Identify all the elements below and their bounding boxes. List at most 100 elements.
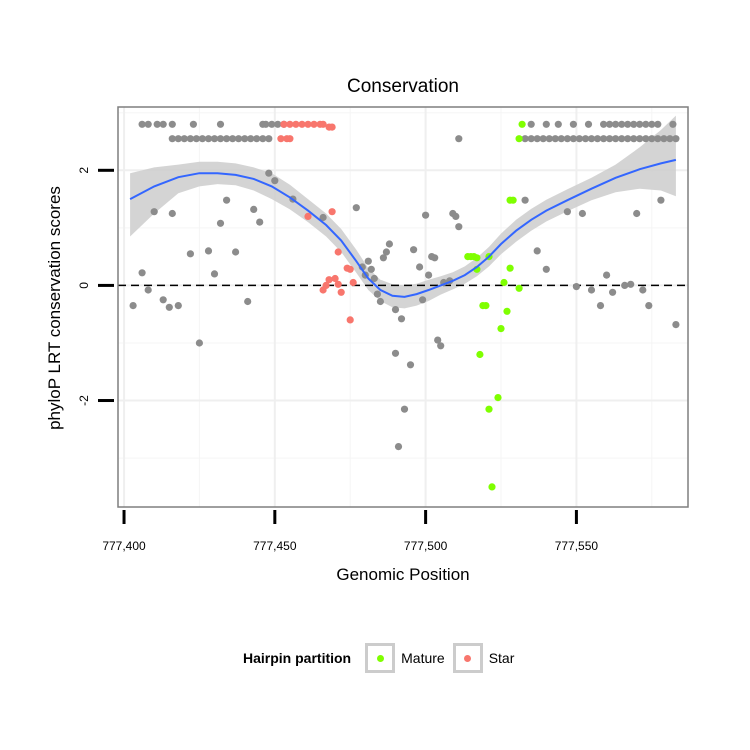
point-other (425, 271, 433, 279)
point-other (397, 315, 406, 323)
y-tick-label: -2 (77, 395, 91, 406)
point-other (648, 120, 656, 128)
x-tick-label: 777,400 (102, 539, 146, 553)
point-star (331, 274, 339, 283)
point-other (545, 135, 553, 143)
point-other (382, 248, 390, 256)
point-other (669, 120, 677, 128)
point-other (557, 135, 565, 143)
point-other (639, 286, 647, 294)
point-other (584, 120, 593, 128)
point-mature (482, 302, 490, 310)
point-other (262, 120, 270, 128)
point-other (645, 302, 653, 310)
point-other (521, 196, 529, 204)
point-other (204, 135, 213, 143)
point-other (648, 135, 656, 143)
point-other (422, 211, 430, 219)
point-other (527, 135, 535, 143)
point-other (569, 135, 578, 143)
point-mature (506, 264, 514, 272)
point-other (189, 120, 197, 128)
point-other (319, 213, 327, 222)
point-star (334, 280, 342, 288)
point-other (247, 135, 255, 143)
point-other (633, 209, 641, 218)
point-other (455, 223, 463, 231)
point-other (129, 302, 137, 310)
point-other (376, 297, 384, 306)
point-other (587, 286, 596, 294)
point-star (325, 276, 333, 284)
y-tick-label: 0 (77, 282, 91, 289)
point-other (165, 303, 173, 311)
point-other (268, 120, 276, 128)
point-other (232, 248, 240, 256)
point-other (563, 208, 572, 216)
point-other (606, 120, 614, 128)
point-other (563, 135, 572, 143)
point-star (328, 123, 336, 131)
point-other (660, 135, 668, 143)
point-other (600, 120, 608, 128)
point-other (569, 120, 578, 128)
point-other (657, 196, 665, 204)
point-other (618, 135, 626, 143)
point-other (618, 120, 626, 128)
point-other (672, 135, 680, 143)
x-tick-label: 777,500 (404, 539, 448, 553)
point-other (624, 120, 632, 128)
x-tick-label: 777,450 (253, 539, 297, 553)
point-star (286, 120, 294, 128)
point-other (370, 274, 378, 283)
point-other (271, 177, 279, 185)
point-other (265, 135, 273, 143)
point-other (159, 296, 167, 304)
point-other (572, 283, 581, 291)
point-other (533, 135, 541, 143)
point-star (349, 278, 357, 287)
point-other (642, 135, 650, 143)
point-other (575, 135, 584, 143)
point-other (416, 263, 424, 271)
point-other (274, 120, 282, 128)
point-other (419, 296, 427, 304)
smooth-line (129, 158, 677, 298)
point-other (612, 135, 620, 143)
point-other (391, 349, 400, 357)
point-other (259, 135, 267, 143)
point-other (521, 135, 529, 143)
point-star (346, 265, 354, 273)
point-other (265, 169, 273, 177)
point-mature (515, 135, 523, 143)
point-other (223, 196, 231, 204)
point-star (310, 120, 318, 128)
point-other (250, 205, 258, 213)
point-other (636, 135, 644, 143)
point-other (241, 135, 249, 143)
point-other (391, 306, 400, 314)
point-other (192, 135, 200, 143)
legend-item-mature: Mature (365, 643, 445, 673)
point-other (153, 120, 161, 128)
point-other (144, 120, 152, 128)
point-other (554, 120, 562, 128)
point-other (539, 135, 547, 143)
point-other (385, 240, 393, 248)
legend: Hairpin partition Mature Star (243, 640, 522, 676)
y-axis-label: phyloP LRT conservation scores (45, 186, 64, 430)
point-other (210, 135, 219, 143)
point-other (551, 135, 559, 143)
point-other (624, 135, 632, 143)
chart-title: Conservation (347, 76, 459, 97)
point-other (434, 336, 442, 344)
point-other (603, 271, 611, 279)
point-other (410, 246, 418, 254)
point-other (373, 290, 381, 298)
point-other (159, 120, 167, 128)
point-mature (509, 196, 517, 204)
point-mature (497, 325, 505, 333)
point-other (672, 321, 680, 329)
point-other (223, 135, 231, 143)
